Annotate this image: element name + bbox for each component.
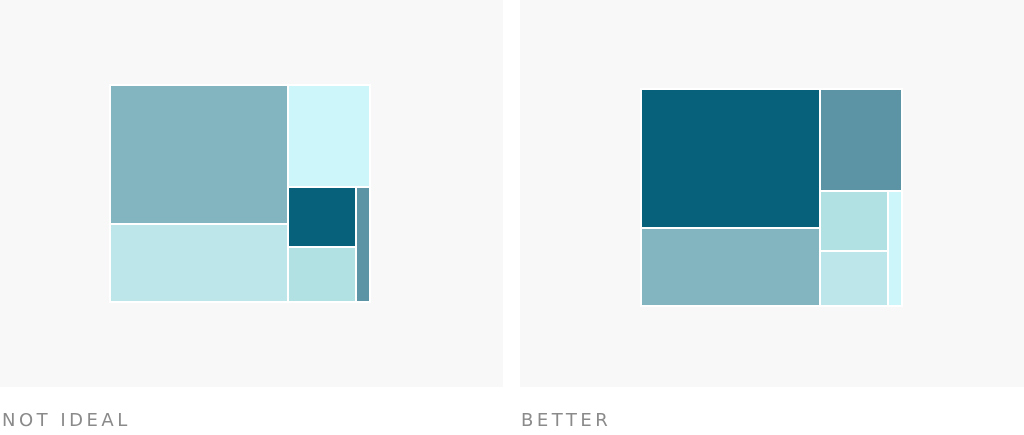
treemap-tile bbox=[287, 84, 371, 188]
treemap-tile bbox=[819, 190, 889, 252]
better-panel bbox=[520, 0, 1024, 387]
treemap-tile bbox=[109, 84, 289, 225]
not-ideal-caption: NOT IDEAL bbox=[2, 410, 131, 431]
treemap-tile bbox=[640, 227, 821, 307]
treemap-tile bbox=[887, 190, 903, 307]
treemap-tile bbox=[287, 186, 357, 248]
treemap-tile bbox=[819, 88, 903, 192]
better-caption: BETTER bbox=[521, 410, 612, 431]
treemap-tile bbox=[640, 88, 821, 229]
treemap-tile bbox=[287, 246, 357, 303]
treemap-tile bbox=[109, 223, 289, 303]
treemap-tile bbox=[355, 186, 371, 303]
treemap-tile bbox=[819, 250, 889, 307]
not-ideal-panel bbox=[0, 0, 503, 387]
